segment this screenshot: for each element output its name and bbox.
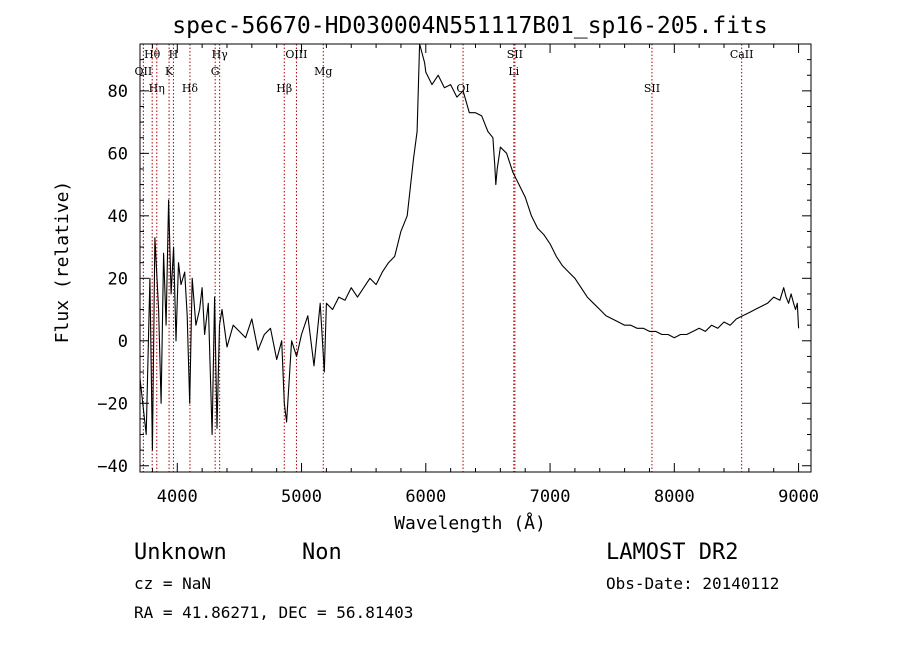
- spectral-line-label: Hη: [149, 82, 165, 95]
- x-tick-label: 9000: [778, 487, 819, 507]
- chart-title: spec-56670-HD030004N551117B01_sp16-205.f…: [172, 13, 767, 39]
- y-tick-label: −40: [97, 457, 128, 477]
- y-tick-label: 80: [108, 82, 128, 102]
- x-tick-label: 7000: [530, 487, 571, 507]
- x-tick-label: 5000: [281, 487, 322, 507]
- redshift-cz: cz = NaN: [134, 574, 211, 593]
- object-type: Unknown: [134, 540, 227, 565]
- spectral-line-label: G: [211, 65, 220, 78]
- y-tick-label: 20: [108, 269, 128, 289]
- coordinates: RA = 41.86271, DEC = 56.81403: [134, 603, 413, 622]
- spectral-line-label: OII: [134, 65, 152, 78]
- y-axis-label: Flux (relative): [52, 181, 73, 344]
- spectral-line-label: Li: [508, 65, 519, 78]
- y-axis-ticks: −40 −20 0 20 40 60 80: [97, 59, 811, 477]
- y-tick-label: 60: [108, 144, 128, 164]
- x-axis-label: Wavelength (Å): [394, 512, 546, 534]
- spectral-line-label: SII: [644, 82, 660, 95]
- y-tick-label: −20: [97, 394, 128, 414]
- spectral-line-label: Hβ: [276, 82, 292, 95]
- spectral-line-label: Hθ: [144, 48, 161, 61]
- spectral-line-label: OI: [456, 82, 469, 95]
- spectral-line-label: K: [165, 65, 174, 78]
- survey-name: LAMOST DR2: [606, 540, 738, 565]
- y-tick-label: 0: [118, 332, 128, 352]
- spectral-line-label: Mg: [314, 65, 332, 78]
- x-tick-label: 4000: [157, 487, 198, 507]
- spectral-line-label: OIII: [285, 48, 307, 61]
- spectral-line-label: H: [169, 48, 179, 61]
- spectral-line-label: Hγ: [212, 48, 229, 61]
- y-tick-label: 40: [108, 207, 128, 227]
- spectral-line-label: Hδ: [182, 82, 199, 95]
- spectral-line-label: CaII: [730, 48, 754, 61]
- subclass: Non: [302, 540, 342, 565]
- x-axis-ticks: 4000 5000 6000 7000 8000 9000: [151, 44, 819, 507]
- spectral-line-label: SII: [507, 48, 523, 61]
- obs-date: Obs-Date: 20140112: [606, 574, 779, 593]
- x-tick-label: 6000: [405, 487, 446, 507]
- spectrum-series: [139, 43, 800, 451]
- spectrum-line: [139, 43, 800, 451]
- x-tick-label: 8000: [654, 487, 695, 507]
- plot-frame: [139, 43, 812, 473]
